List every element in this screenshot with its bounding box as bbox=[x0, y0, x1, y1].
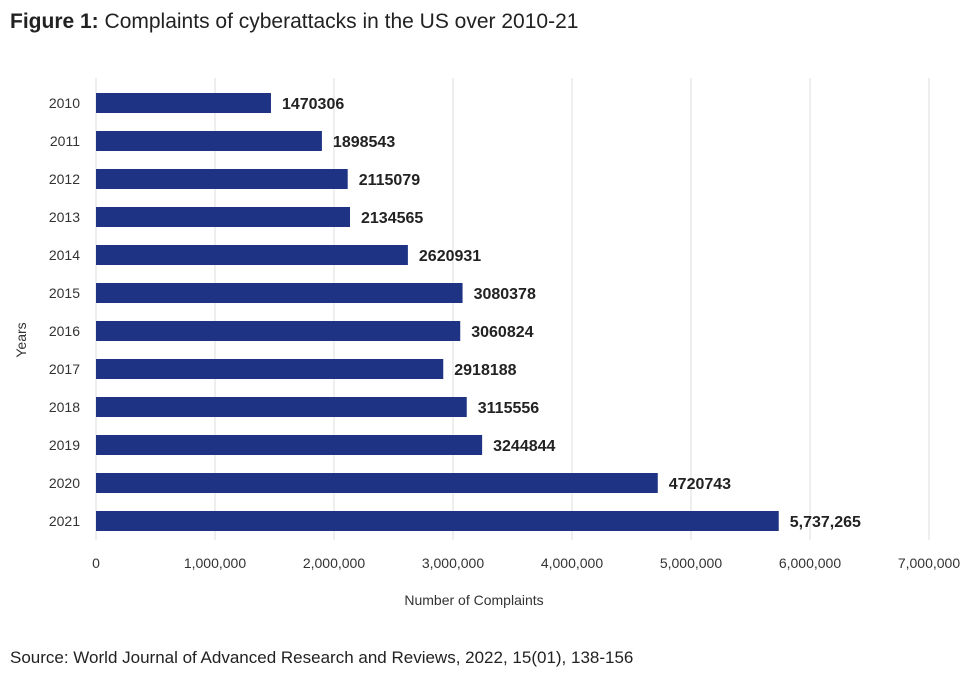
y-tick-label: 2015 bbox=[49, 285, 80, 301]
data-label-2019: 3244844 bbox=[493, 438, 555, 455]
bars bbox=[96, 93, 779, 531]
gridlines bbox=[95, 78, 930, 540]
x-tick-label: 4,000,000 bbox=[541, 555, 603, 571]
y-tick-label: 2011 bbox=[50, 133, 80, 149]
data-label-2015: 3080378 bbox=[474, 286, 536, 303]
y-axis-ticks: 2010 2011 2012 2013 2014 2015 2016 2017 2018 2019… bbox=[49, 95, 80, 529]
y-tick-label: 2016 bbox=[49, 323, 80, 339]
x-axis-ticks: 0 1,000,000 2,000,000 3,000,000 4,000,000 5,0… bbox=[92, 555, 960, 571]
y-tick-label: 2013 bbox=[49, 209, 80, 225]
bar-chart: 1470306 1898543 2115079 2134565 2620931 30803… bbox=[13, 78, 960, 608]
title-lead: Figure 1: bbox=[10, 10, 99, 33]
x-tick-label: 1,000,000 bbox=[184, 555, 246, 571]
bar-2020 bbox=[96, 473, 658, 493]
data-label-2018: 3115556 bbox=[478, 400, 540, 417]
y-tick-label: 2017 bbox=[49, 361, 80, 377]
x-tick-label: 5,000,000 bbox=[660, 555, 722, 571]
bar-2012 bbox=[96, 169, 348, 189]
bar-2018 bbox=[96, 397, 467, 417]
bar-2017 bbox=[96, 359, 444, 379]
y-tick-label: 2012 bbox=[49, 171, 80, 187]
data-labels: 1470306 1898543 2115079 2134565 2620931 30803… bbox=[282, 96, 861, 531]
x-tick-label: 7,000,000 bbox=[898, 555, 960, 571]
y-tick-label: 2020 bbox=[49, 475, 80, 491]
title-text: Complaints of cyberattacks in the US ove… bbox=[104, 10, 579, 33]
x-tick-label: 2,000,000 bbox=[303, 555, 365, 571]
chart-title: Figure 1: Complaints of cyberattacks in … bbox=[10, 10, 578, 34]
data-label-2010: 1470306 bbox=[282, 96, 344, 113]
data-label-2020: 4720743 bbox=[669, 476, 731, 493]
data-label-2021: 5,737,265 bbox=[790, 514, 861, 531]
y-axis-title: Years bbox=[13, 322, 29, 357]
bar-2015 bbox=[96, 283, 463, 303]
bar-2021 bbox=[96, 511, 779, 531]
y-tick-label: 2014 bbox=[49, 247, 80, 263]
data-label-2014: 2620931 bbox=[419, 248, 481, 265]
data-label-2016: 3060824 bbox=[471, 324, 533, 341]
bar-2016 bbox=[96, 321, 461, 341]
x-tick-label: 3,000,000 bbox=[422, 555, 484, 571]
y-tick-label: 2018 bbox=[49, 399, 80, 415]
y-tick-label: 2021 bbox=[49, 513, 80, 529]
data-label-2017: 2918188 bbox=[454, 362, 516, 379]
x-tick-label: 0 bbox=[92, 555, 100, 571]
data-label-2012: 2115079 bbox=[359, 172, 421, 189]
bar-2014 bbox=[96, 245, 408, 265]
data-label-2013: 2134565 bbox=[361, 210, 423, 227]
y-tick-label: 2010 bbox=[49, 95, 80, 111]
x-tick-label: 6,000,000 bbox=[779, 555, 841, 571]
x-axis-title: Number of Complaints bbox=[404, 592, 543, 608]
y-tick-label: 2019 bbox=[49, 437, 80, 453]
bar-2019 bbox=[96, 435, 483, 455]
data-label-2011: 1898543 bbox=[333, 134, 395, 151]
bar-2010 bbox=[96, 93, 271, 113]
bar-2013 bbox=[96, 207, 351, 227]
bar-2011 bbox=[96, 131, 322, 151]
source-note: Source: World Journal of Advanced Resear… bbox=[10, 648, 634, 667]
